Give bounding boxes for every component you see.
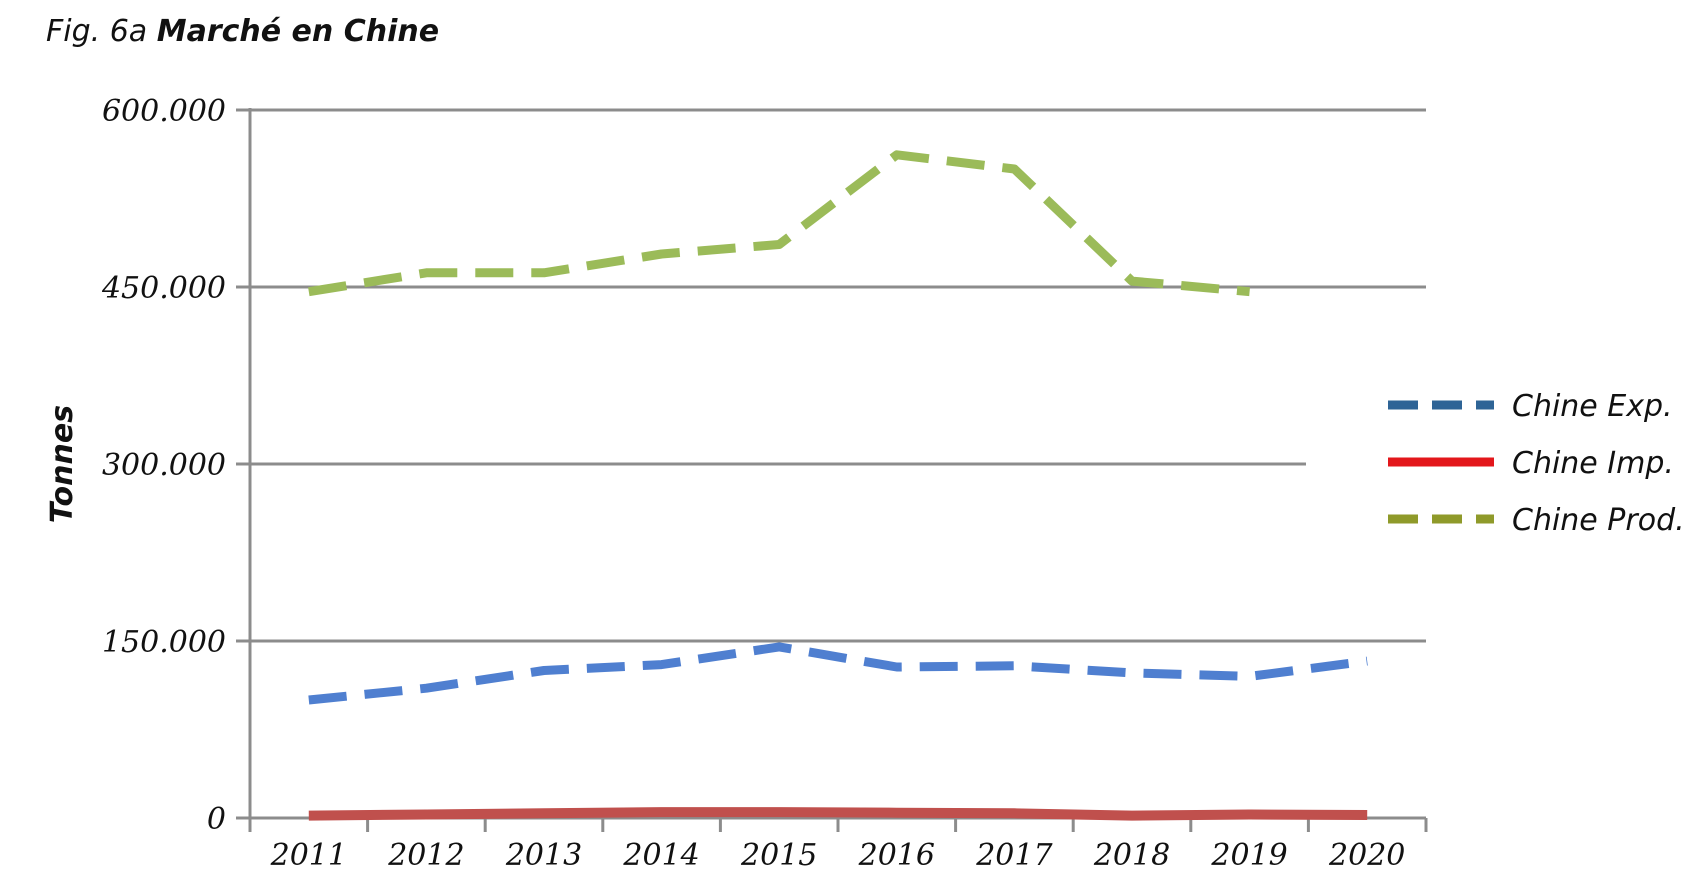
data-point <box>778 244 780 246</box>
data-point <box>308 699 310 701</box>
data-point <box>661 253 663 255</box>
data-point <box>1131 280 1133 282</box>
data-point <box>543 272 545 274</box>
x-tick-label: 2020 <box>1328 838 1405 873</box>
data-point <box>1013 665 1015 667</box>
x-tick-label: 2019 <box>1210 838 1287 873</box>
data-point <box>1249 291 1251 293</box>
y-tick-label: 0 <box>207 802 226 837</box>
y-axis-title: Tonnes <box>45 405 80 523</box>
legend-item: Chine Prod. <box>1388 503 1685 538</box>
data-point <box>778 811 780 813</box>
data-point <box>661 664 663 666</box>
data-point <box>425 813 427 815</box>
data-point <box>778 646 780 648</box>
data-point <box>1249 813 1251 815</box>
y-tick-label: 300.000 <box>102 448 226 483</box>
figure-number: Fig. 6a <box>46 14 148 49</box>
legend-label: Chine Exp. <box>1512 389 1673 424</box>
series-line-chine-imp <box>308 807 1368 821</box>
data-point <box>425 687 427 689</box>
data-point <box>1013 812 1015 814</box>
x-tick-label: 2011 <box>270 838 347 873</box>
y-tick-label: 150.000 <box>102 625 226 660</box>
x-tick-label: 2018 <box>1093 838 1170 873</box>
figure-title-text: Marché en Chine <box>156 14 440 49</box>
data-point <box>1013 168 1015 170</box>
series-line-chine-exp <box>308 642 1368 705</box>
data-point <box>308 815 310 817</box>
y-tick-label: 600.000 <box>102 94 226 129</box>
x-tick-label: 2013 <box>505 838 582 873</box>
y-tick-label: 450.000 <box>101 271 226 306</box>
data-point <box>425 272 427 274</box>
legend-item: Chine Exp. <box>1388 389 1673 424</box>
data-point <box>1366 814 1368 816</box>
gridlines <box>250 108 1426 643</box>
figure-title: Fig. 6a Marché en Chine <box>46 14 439 49</box>
data-point <box>896 666 898 668</box>
data-point <box>1249 675 1251 677</box>
x-tick-label: 2012 <box>387 838 464 873</box>
data-point <box>896 154 898 156</box>
data-point <box>1366 660 1368 662</box>
data-point <box>543 812 545 814</box>
x-tick-label: 2015 <box>740 838 817 873</box>
x-tick-label: 2016 <box>858 838 935 873</box>
x-tick-label: 2014 <box>622 838 699 873</box>
legend-label: Chine Imp. <box>1512 446 1674 481</box>
data-point <box>1131 815 1133 817</box>
data-point <box>543 670 545 672</box>
data-point <box>896 812 898 814</box>
data-point <box>308 291 310 293</box>
series-line-chine-prod <box>308 150 1251 297</box>
legend-item: Chine Imp. <box>1388 446 1674 481</box>
x-tick-label: 2017 <box>975 838 1053 873</box>
legend-label: Chine Prod. <box>1512 503 1685 538</box>
data-point <box>1131 672 1133 674</box>
data-point <box>661 811 663 813</box>
